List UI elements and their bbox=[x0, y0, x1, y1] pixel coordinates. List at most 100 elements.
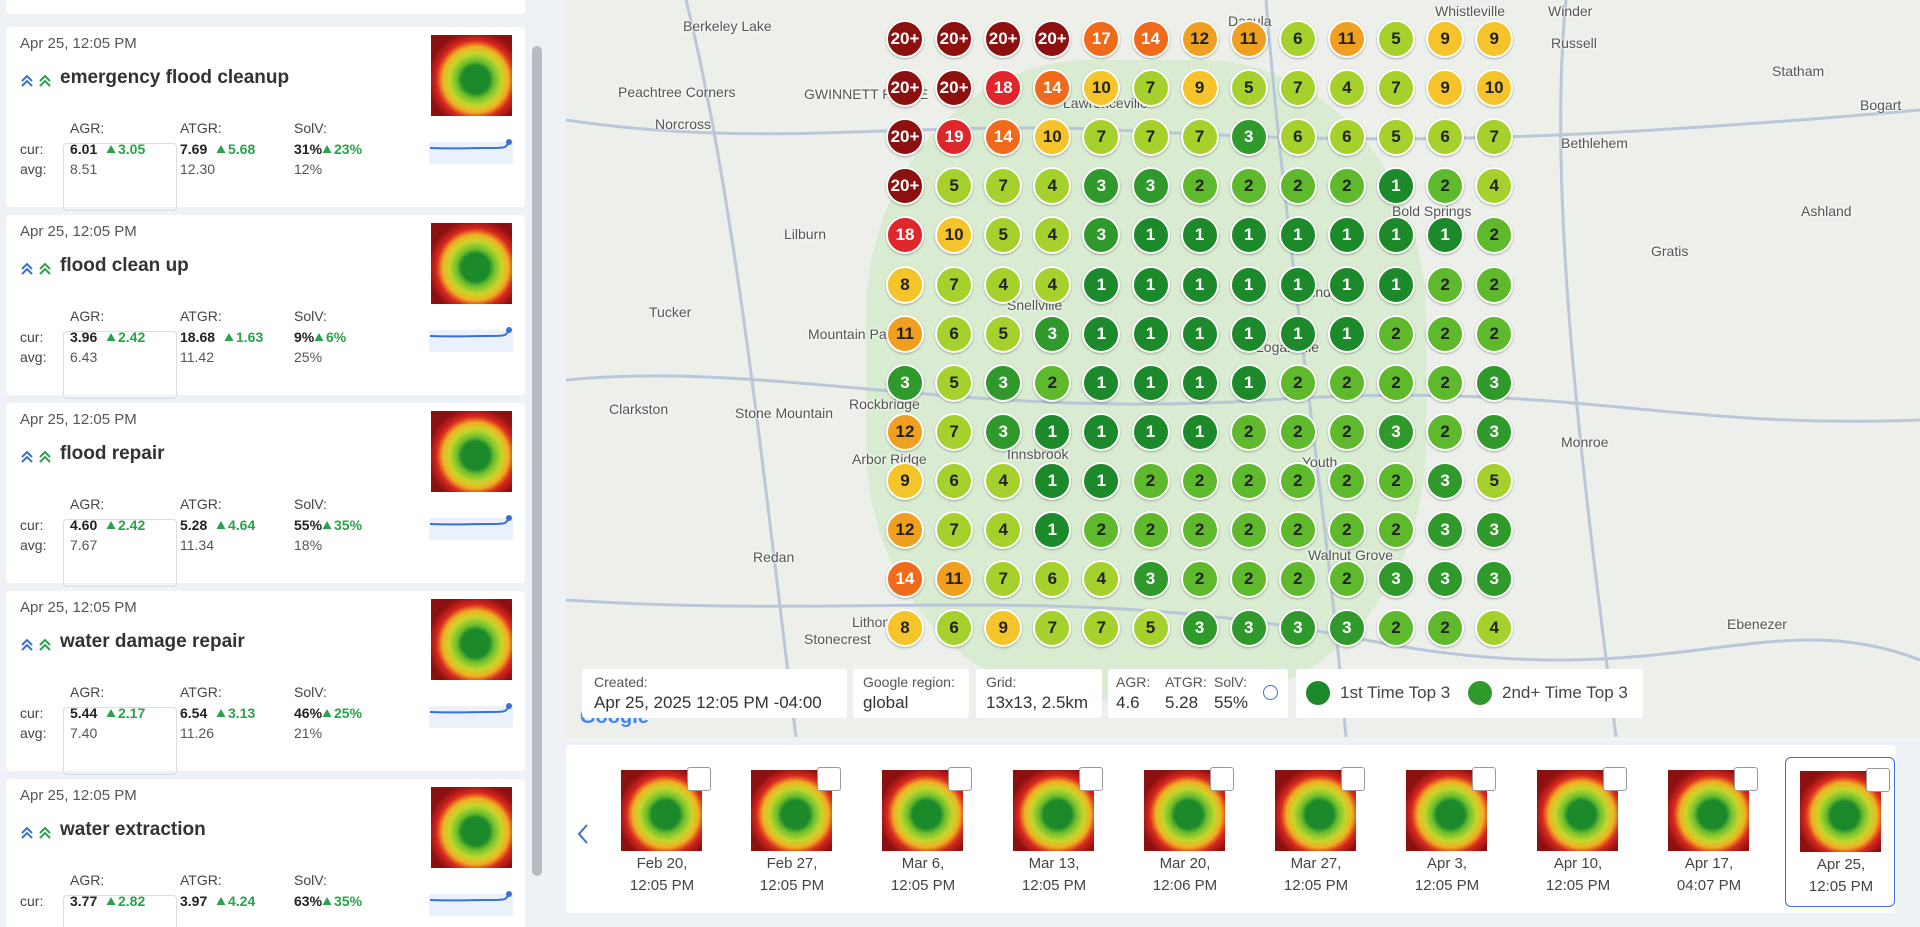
rank-pin[interactable]: 1 bbox=[1082, 363, 1121, 402]
rank-pin[interactable]: 2 bbox=[1327, 560, 1366, 599]
rank-pin[interactable]: 7 bbox=[1180, 118, 1219, 157]
rank-pin[interactable]: 6 bbox=[1033, 560, 1072, 599]
rank-pin[interactable]: 7 bbox=[1131, 118, 1170, 157]
rank-pin[interactable]: 7 bbox=[1475, 118, 1514, 157]
rank-pin[interactable]: 1 bbox=[1377, 265, 1415, 304]
rank-pin[interactable]: 8 bbox=[886, 609, 924, 648]
keyword-card[interactable]: Apr 25, 12:05 PM water damage repair cur: a… bbox=[6, 591, 525, 775]
rank-pin[interactable]: 2 bbox=[1377, 314, 1415, 353]
rank-pin[interactable]: 2 bbox=[1475, 314, 1514, 353]
rank-pin[interactable]: 17 bbox=[1082, 20, 1121, 58]
rank-pin[interactable]: 10 bbox=[1033, 118, 1072, 157]
rank-pin[interactable]: 4 bbox=[1327, 69, 1366, 108]
rank-pin[interactable]: 11 bbox=[1327, 20, 1366, 58]
rank-pin[interactable]: 1 bbox=[1377, 167, 1415, 206]
rank-pin[interactable]: 2 bbox=[1278, 167, 1317, 206]
rank-pin[interactable]: 1 bbox=[1229, 265, 1268, 304]
rank-pin[interactable]: 6 bbox=[1426, 118, 1465, 157]
rank-pin[interactable]: 3 bbox=[1475, 560, 1514, 599]
rank-pin[interactable]: 7 bbox=[1082, 609, 1121, 648]
rank-pin[interactable]: 1 bbox=[1131, 363, 1170, 402]
rank-pin[interactable]: 7 bbox=[935, 265, 974, 304]
snapshot-checkbox[interactable] bbox=[1603, 767, 1627, 791]
rank-pin[interactable]: 4 bbox=[1475, 609, 1514, 648]
snapshot-checkbox[interactable] bbox=[1210, 767, 1234, 791]
rank-pin[interactable]: 2 bbox=[1327, 363, 1366, 402]
snapshot[interactable]: Mar 13, 12:05 PM bbox=[999, 757, 1109, 907]
rank-pin[interactable]: 3 bbox=[1327, 609, 1366, 648]
rank-pin[interactable]: 2 bbox=[1377, 511, 1415, 549]
rank-pin[interactable]: 12 bbox=[1180, 20, 1219, 58]
rank-pin[interactable]: 5 bbox=[984, 314, 1023, 353]
rank-pin[interactable]: 2 bbox=[1475, 216, 1514, 255]
rank-pin[interactable]: 1 bbox=[1082, 314, 1121, 353]
rank-pin[interactable]: 3 bbox=[1426, 560, 1465, 599]
rank-pin[interactable]: 20+ bbox=[886, 69, 924, 108]
snapshot-checkbox[interactable] bbox=[817, 767, 841, 791]
rank-pin[interactable]: 2 bbox=[1229, 461, 1268, 500]
rank-pin[interactable]: 2 bbox=[1278, 511, 1317, 549]
rank-pin[interactable]: 7 bbox=[984, 167, 1023, 206]
rank-pin[interactable]: 1 bbox=[1229, 216, 1268, 255]
rank-pin[interactable]: 1 bbox=[1327, 314, 1366, 353]
rank-pin[interactable]: 2 bbox=[1082, 511, 1121, 549]
rank-pin[interactable]: 20+ bbox=[886, 118, 924, 157]
snapshot[interactable]: Feb 20, 12:05 PM bbox=[607, 757, 717, 907]
rank-pin[interactable]: 2 bbox=[1426, 609, 1465, 648]
rank-pin[interactable]: 3 bbox=[886, 363, 924, 402]
rank-pin[interactable]: 1 bbox=[1082, 461, 1121, 500]
rank-pin[interactable]: 1 bbox=[1327, 216, 1366, 255]
scrollbar[interactable] bbox=[532, 46, 542, 876]
rank-pin[interactable]: 5 bbox=[1475, 461, 1514, 500]
rank-pin[interactable]: 3 bbox=[984, 412, 1023, 451]
rank-pin[interactable]: 2 bbox=[1180, 560, 1219, 599]
rank-pin[interactable]: 4 bbox=[984, 511, 1023, 549]
rank-pin[interactable]: 3 bbox=[1426, 461, 1465, 500]
snapshot-checkbox[interactable] bbox=[1866, 768, 1890, 792]
rank-pin[interactable]: 3 bbox=[1131, 560, 1170, 599]
rank-pin[interactable]: 4 bbox=[1082, 560, 1121, 599]
rank-pin[interactable]: 2 bbox=[1475, 265, 1514, 304]
rank-pin[interactable]: 14 bbox=[1131, 20, 1170, 58]
rank-pin[interactable]: 6 bbox=[1278, 118, 1317, 157]
rank-pin[interactable]: 1 bbox=[1180, 216, 1219, 255]
rank-pin[interactable]: 1 bbox=[1377, 216, 1415, 255]
snapshot[interactable]: Mar 20, 12:06 PM bbox=[1130, 757, 1240, 907]
rank-pin[interactable]: 7 bbox=[1082, 118, 1121, 157]
rank-pin[interactable]: 20+ bbox=[935, 20, 974, 58]
rank-pin[interactable]: 1 bbox=[1033, 412, 1072, 451]
rank-pin[interactable]: 3 bbox=[1229, 118, 1268, 157]
rank-pin[interactable]: 1 bbox=[1082, 265, 1121, 304]
rank-pin[interactable]: 3 bbox=[1475, 511, 1514, 549]
rank-pin[interactable]: 14 bbox=[984, 118, 1023, 157]
snapshot[interactable]: Apr 3, 12:05 PM bbox=[1392, 757, 1502, 907]
rank-pin[interactable]: 20+ bbox=[1033, 20, 1072, 58]
rank-pin[interactable]: 5 bbox=[935, 167, 974, 206]
rank-pin[interactable]: 11 bbox=[935, 560, 974, 599]
snapshot[interactable]: Apr 25, 12:05 PM bbox=[1785, 757, 1895, 907]
rank-pin[interactable]: 7 bbox=[935, 511, 974, 549]
rank-pin[interactable]: 2 bbox=[1327, 511, 1366, 549]
rank-pin[interactable]: 2 bbox=[1426, 167, 1465, 206]
rank-pin[interactable]: 4 bbox=[1033, 167, 1072, 206]
rank-pin[interactable]: 4 bbox=[1033, 216, 1072, 255]
rank-pin[interactable]: 1 bbox=[1278, 265, 1317, 304]
rank-pin[interactable]: 2 bbox=[1327, 167, 1366, 206]
rank-pin[interactable]: 10 bbox=[1082, 69, 1121, 108]
rank-pin[interactable]: 6 bbox=[935, 609, 974, 648]
rank-pin[interactable]: 5 bbox=[1131, 609, 1170, 648]
timeline-prev[interactable] bbox=[575, 822, 591, 846]
rank-pin[interactable]: 8 bbox=[886, 265, 924, 304]
rank-pin[interactable]: 12 bbox=[886, 511, 924, 549]
rank-pin[interactable]: 3 bbox=[1082, 167, 1121, 206]
snapshot[interactable]: Mar 6, 12:05 PM bbox=[868, 757, 978, 907]
rank-pin[interactable]: 2 bbox=[1229, 167, 1268, 206]
rank-pin[interactable]: 2 bbox=[1229, 412, 1268, 451]
rank-pin[interactable]: 3 bbox=[1082, 216, 1121, 255]
rank-pin[interactable]: 5 bbox=[984, 216, 1023, 255]
rank-pin[interactable]: 2 bbox=[1229, 560, 1268, 599]
rank-pin[interactable]: 20+ bbox=[935, 69, 974, 108]
rank-pin[interactable]: 11 bbox=[1229, 20, 1268, 58]
rank-pin[interactable]: 2 bbox=[1426, 265, 1465, 304]
rank-pin[interactable]: 2 bbox=[1131, 461, 1170, 500]
